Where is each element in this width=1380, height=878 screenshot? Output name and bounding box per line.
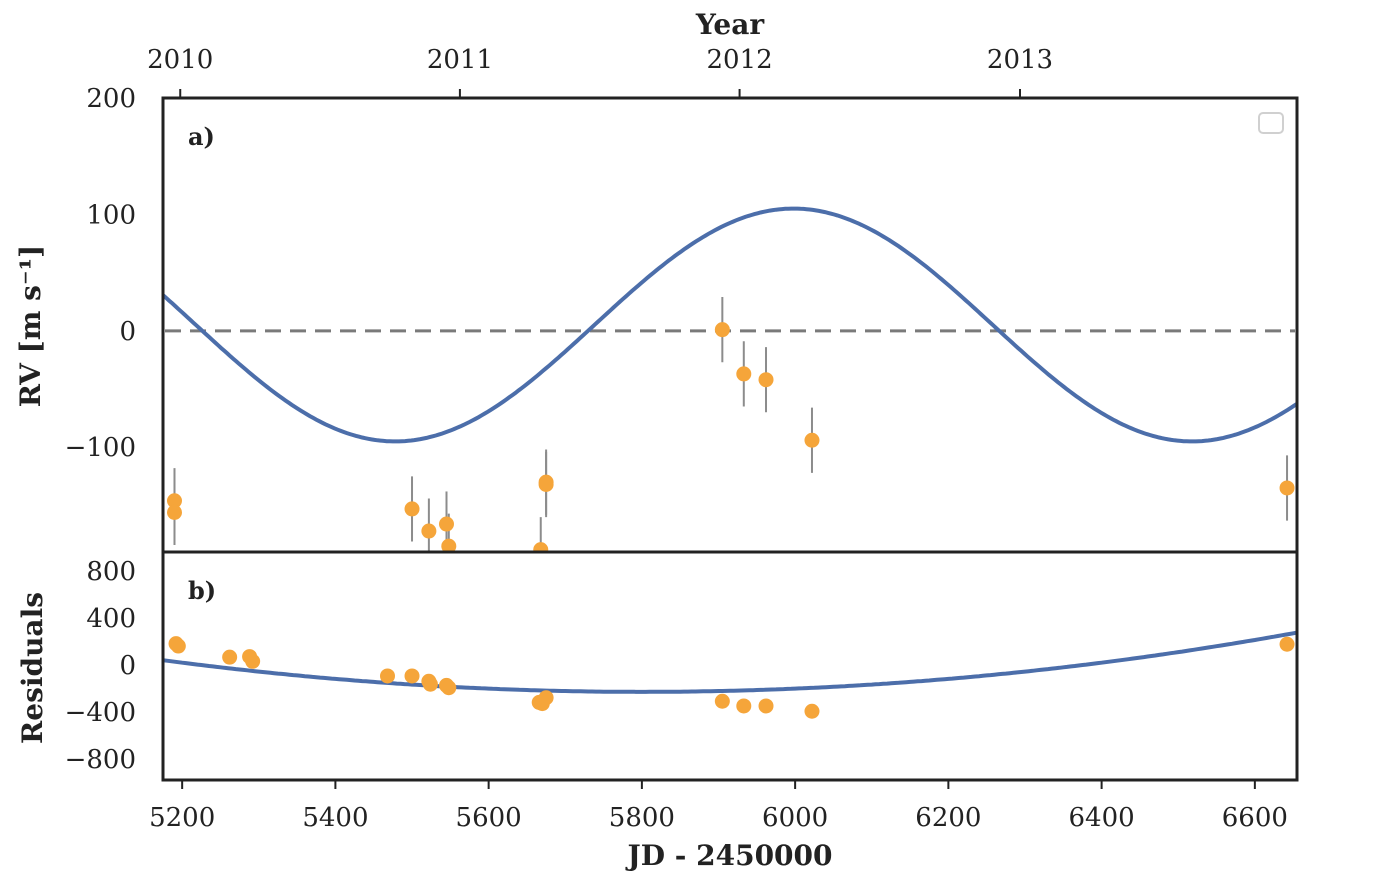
top-tick-label: 2011 (427, 45, 493, 75)
x-tick-label: 5400 (302, 803, 368, 833)
panel-b-tag: b) (188, 576, 216, 605)
x-tick-label: 5800 (609, 803, 675, 833)
rv-point (421, 523, 437, 539)
legend-box (1258, 112, 1284, 134)
panel-b-y-tick-label: −800 (65, 745, 136, 775)
panel-b-ylabel: Residuals (16, 592, 49, 744)
top-tick-label: 2012 (706, 45, 772, 75)
x-tick-label: 5600 (456, 803, 522, 833)
panel-b: b) 800 400 0 −400 −800 Residuals (16, 550, 1299, 782)
rv-point (166, 504, 182, 520)
panel-a-frame (161, 96, 1299, 554)
residual-point (380, 668, 396, 684)
panel-a-tag: a) (188, 122, 215, 151)
rv-point (441, 538, 457, 552)
residual-point (404, 668, 420, 684)
x-tick-label: 6200 (915, 803, 981, 833)
rv-point (736, 366, 752, 382)
rv-point (533, 542, 549, 552)
residual-point (736, 698, 752, 714)
residual-points (168, 636, 1295, 719)
x-tick-label: 6600 (1222, 803, 1288, 833)
x-tick-label: 5200 (149, 803, 215, 833)
top-axis-ticks: 2010 2011 2012 2013 (147, 45, 1053, 98)
top-tick-label: 2010 (147, 45, 213, 75)
panel-b-y-ticks: 800 400 0 −400 −800 (65, 557, 136, 775)
residual-point (1279, 636, 1295, 652)
residual-point (714, 693, 730, 709)
rv-points (166, 322, 1295, 552)
residual-point (538, 690, 554, 706)
panel-a: a) 200 100 0 −100 RV [m s⁻¹] (14, 84, 1299, 554)
rv-point (439, 516, 454, 532)
top-tick-label: 2013 (987, 45, 1053, 75)
panel-b-y-tick-label: −400 (65, 698, 136, 728)
panel-a-y-tick-label: 200 (86, 84, 136, 114)
top-axis-title: Year (695, 8, 766, 41)
rv-point (758, 372, 774, 388)
x-axis-title: JD - 2450000 (624, 839, 832, 872)
rv-point (538, 474, 554, 490)
rv-point (714, 322, 730, 338)
rv-point (804, 432, 820, 448)
x-tick-label: 6400 (1069, 803, 1135, 833)
panel-b-y-tick-label: 0 (119, 651, 136, 681)
panel-b-y-tick-label: 400 (86, 604, 136, 634)
residual-point (170, 638, 186, 654)
panel-a-y-tick-label: −100 (65, 433, 136, 463)
residual-point (422, 676, 438, 692)
panel-a-y-tick-label: 0 (119, 317, 136, 347)
panel-a-y-ticks: 200 100 0 −100 (65, 84, 136, 463)
residual-trend-curve (163, 630, 1297, 694)
residual-point (222, 649, 238, 665)
residual-point (245, 653, 261, 669)
panel-b-frame (161, 550, 1299, 782)
rv-point (404, 501, 420, 517)
residual-point (804, 703, 820, 719)
residual-point (758, 698, 774, 714)
x-tick-label: 6000 (762, 803, 828, 833)
x-axis-ticks: 5200 5400 5600 5800 6000 6200 6400 6600 (149, 780, 1288, 833)
rv-point (1279, 480, 1295, 496)
panel-a-y-tick-label: 100 (86, 200, 136, 230)
rv-point (166, 493, 182, 509)
rv-model-curve (163, 206, 1297, 444)
panel-a-ylabel: RV [m s⁻¹] (14, 245, 47, 407)
rv-errorbars (173, 297, 1289, 552)
panel-b-y-tick-label: 800 (86, 557, 136, 587)
residual-point (441, 680, 457, 696)
